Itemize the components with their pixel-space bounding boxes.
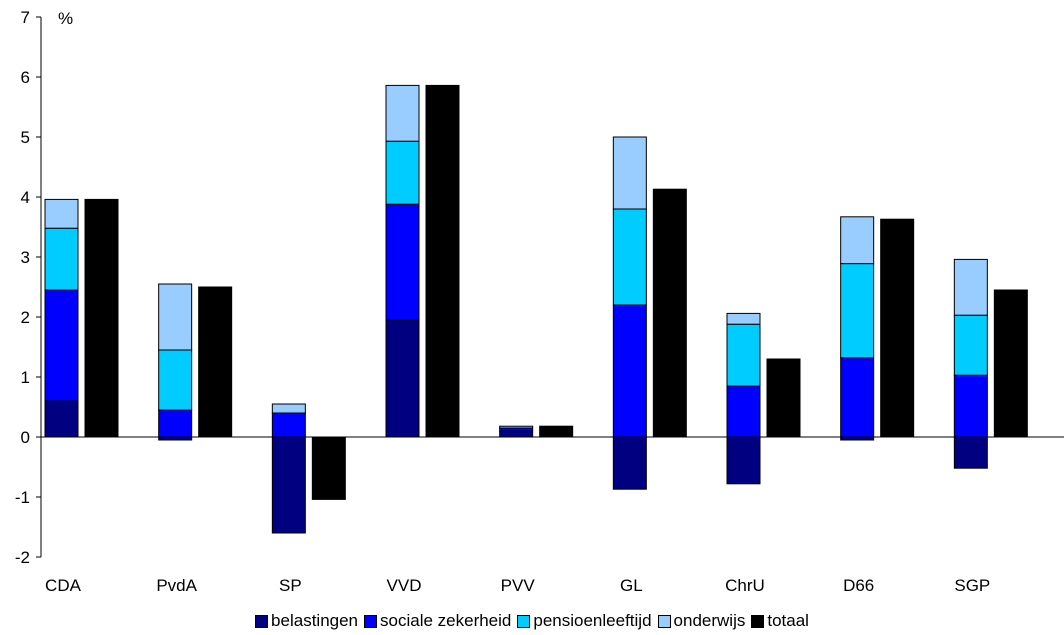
bar-sgp-totaal: [993, 289, 1028, 438]
legend-swatch: [657, 614, 671, 628]
bar-sgp-onderwijs: [953, 258, 988, 316]
legend-item-belastingen: belastingen: [255, 611, 358, 631]
bar-sp-onderwijs: [271, 403, 306, 414]
bar-gl-belastingen: [612, 436, 647, 490]
y-tick-label-7: 5: [21, 128, 30, 147]
legend-item-totaal: totaal: [751, 611, 809, 631]
x-tick-label-pvv: PVV: [501, 576, 536, 595]
bar-vvd-totaal: [425, 84, 460, 438]
bar-pvda-pensioenleeftijd: [158, 349, 193, 411]
x-tick-label-chru: ChrU: [725, 576, 765, 595]
bar-cda-totaal: [84, 198, 119, 438]
legend-item-onderwijs: onderwijs: [657, 611, 746, 631]
legend-label: totaal: [767, 611, 809, 630]
legend-swatch: [255, 614, 269, 628]
x-tick-label-sgp: SGP: [954, 576, 990, 595]
y-tick-label-1: -1: [15, 488, 30, 507]
x-tick-label-gl: GL: [620, 576, 643, 595]
bar-gl-onderwijs: [612, 136, 647, 210]
y-tick-label-9: 7: [21, 8, 30, 27]
bar-pvda-totaal: [198, 286, 233, 438]
bar-vvd-onderwijs: [385, 84, 420, 142]
bar-d66-pensioenleeftijd: [840, 263, 875, 359]
bar-vvd-pensioenleeftijd: [385, 140, 420, 205]
legend-swatch: [751, 614, 765, 628]
bar-gl-totaal: [652, 188, 687, 438]
bar-chru-onderwijs: [726, 312, 761, 325]
bar-sp-totaal: [311, 436, 346, 500]
y-tick-label-6: 4: [21, 188, 30, 207]
legend: belastingen sociale zekerheid pensioenleef…: [0, 610, 1064, 632]
bar-sp-sociale-zekerheid: [271, 412, 306, 438]
bar-pvda-sociale-zekerheid: [158, 409, 193, 438]
bar-sp-belastingen: [271, 436, 306, 534]
x-tick-label-sp: SP: [279, 576, 302, 595]
x-tick-label-pvda: PvdA: [156, 576, 197, 595]
bars: [44, 84, 1028, 534]
bar-sgp-sociale-zekerheid: [953, 374, 988, 438]
legend-swatch: [364, 614, 378, 628]
bar-chru-pensioenleeftijd: [726, 323, 761, 387]
bar-pvv-belastingen: [499, 430, 534, 438]
bar-vvd-sociale-zekerheid: [385, 203, 420, 321]
bar-sgp-pensioenleeftijd: [953, 314, 988, 376]
legend-label: sociale zekerheid: [380, 611, 512, 630]
y-tick-label-5: 3: [21, 248, 30, 267]
y-tick-label-2: 0: [21, 428, 30, 447]
bar-chru-totaal: [766, 358, 801, 438]
legend-item-sociale-zekerheid: sociale zekerheid: [364, 611, 511, 631]
bar-sgp-belastingen: [953, 436, 988, 469]
bar-chru-belastingen: [726, 436, 761, 485]
bar-d66-totaal: [880, 218, 915, 438]
legend-label: belastingen: [271, 611, 359, 630]
bar-cda-sociale-zekerheid: [44, 289, 79, 402]
x-tick-label-cda: CDA: [45, 576, 82, 595]
bar-gl-sociale-zekerheid: [612, 304, 647, 438]
bar-cda-belastingen: [44, 400, 79, 438]
bar-d66-sociale-zekerheid: [840, 357, 875, 438]
legend-item-pensioenleeftijd: pensioenleeftijd: [517, 611, 652, 631]
bar-pvv-totaal: [539, 425, 574, 438]
legend-swatch: [517, 614, 531, 628]
bar-vvd-belastingen: [385, 319, 420, 438]
bar-pvv-onderwijs: [499, 425, 534, 429]
bar-cda-onderwijs: [44, 198, 79, 229]
x-tick-label-vvd: VVD: [387, 576, 422, 595]
y-axis: -2 -1 0 1 2 3 4 5 6 7: [15, 8, 42, 567]
bar-pvda-onderwijs: [158, 283, 193, 351]
bar-chru-sociale-zekerheid: [726, 385, 761, 438]
legend-label: onderwijs: [673, 611, 746, 630]
legend-label: pensioenleeftijd: [533, 611, 652, 630]
y-unit-label: %: [58, 9, 73, 28]
bar-gl-pensioenleeftijd: [612, 208, 647, 306]
y-tick-label-3: 1: [21, 368, 30, 387]
y-tick-label-8: 6: [21, 68, 30, 87]
y-tick-label-0: -2: [15, 548, 30, 567]
y-tick-label-4: 2: [21, 308, 30, 327]
x-tick-label-d66: D66: [843, 576, 874, 595]
bar-cda-pensioenleeftijd: [44, 227, 79, 291]
x-axis: CDA PvdA SP VVD PVV GL ChrU D66 SGP: [41, 436, 1064, 595]
bar-d66-onderwijs: [840, 216, 875, 265]
